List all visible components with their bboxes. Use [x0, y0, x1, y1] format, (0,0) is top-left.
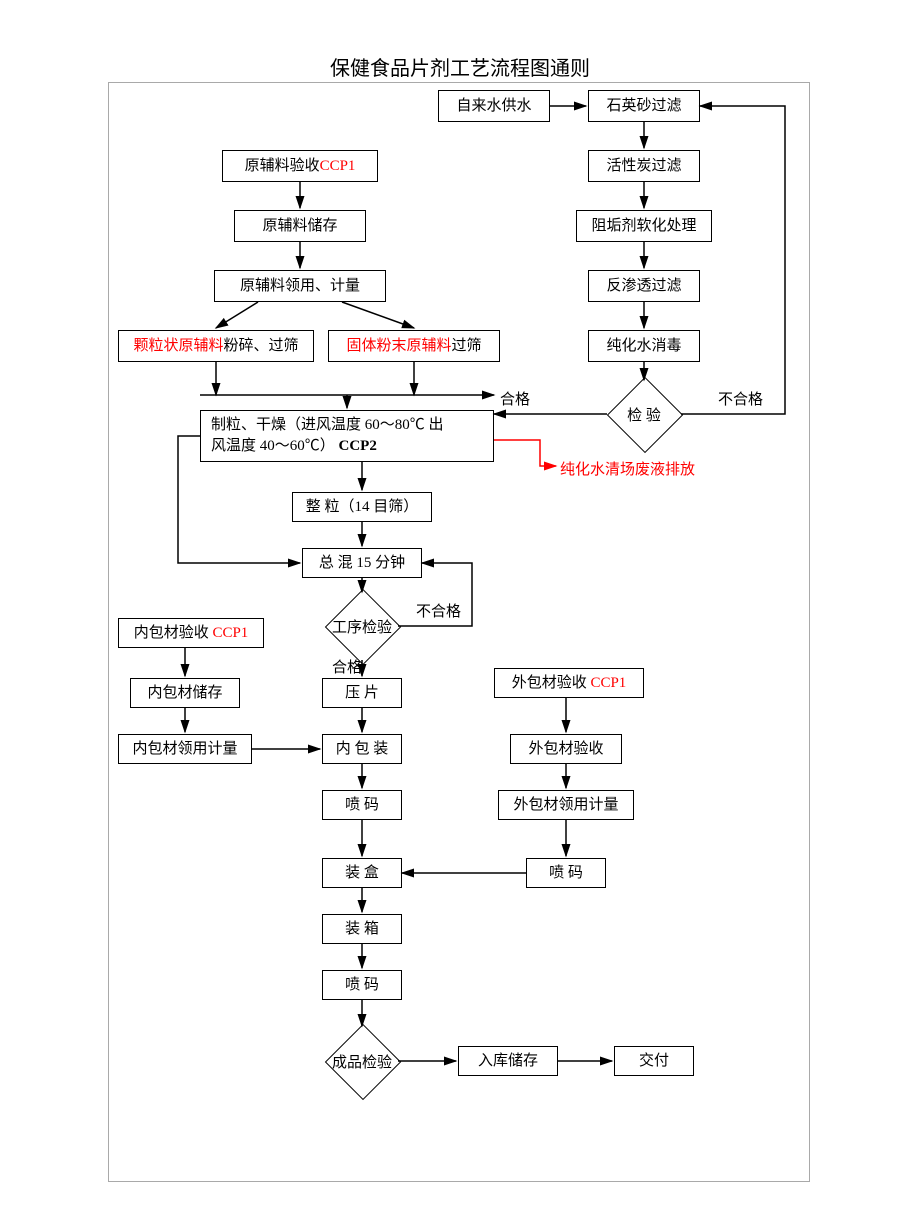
node-inpack-store: 内包材储存	[130, 678, 240, 708]
node-raw-use: 原辅料领用、计量	[214, 270, 386, 302]
page-title: 保健食品片剂工艺流程图通则	[0, 52, 920, 81]
crush-text: 粉碎、过筛	[224, 336, 299, 357]
node-inpack-recv: 内包材验收 CCP1	[118, 618, 264, 648]
node-outpack-store: 外包材验收	[510, 734, 622, 764]
diamond-water-label: 检 验	[604, 404, 684, 424]
node-crush: 颗粒状原辅料粉碎、过筛	[118, 330, 314, 362]
crush-red: 颗粒状原辅料	[133, 336, 223, 357]
gran-l2: 风温度 40～60℃）	[211, 438, 339, 454]
node-soften: 阻垢剂软化处理	[576, 210, 712, 242]
node-code1: 喷 码	[322, 790, 402, 820]
node-outpack-recv: 外包材验收 CCP1	[494, 668, 644, 698]
node-quartz: 石英砂过滤	[588, 90, 700, 122]
raw-recv-text: 原辅料验收	[245, 156, 320, 177]
node-outpack-code: 喷 码	[526, 858, 606, 888]
label-proc-fail: 不合格	[416, 600, 461, 621]
diamond-proc-label: 工序检验	[322, 616, 402, 636]
node-sieve: 固体粉末原辅料过筛	[328, 330, 500, 362]
node-boxing: 装 盒	[322, 858, 402, 888]
node-water-supply: 自来水供水	[438, 90, 550, 122]
node-sizing: 整 粒（14 目筛）	[292, 492, 432, 522]
ccp1-label: CCP1	[320, 156, 356, 177]
in-recv-ccp: CCP1	[212, 623, 248, 644]
ccp2-label: CCP2	[339, 438, 377, 454]
diamond-final-label: 成品检验	[322, 1051, 402, 1071]
node-outpack-use: 外包材领用计量	[498, 790, 634, 820]
sieve-text: 过筛	[452, 336, 482, 357]
node-ro: 反渗透过滤	[588, 270, 700, 302]
node-store: 入库储存	[458, 1046, 558, 1076]
label-water-pass: 合格	[500, 388, 530, 409]
node-press: 压 片	[322, 678, 402, 708]
out-recv-text: 外包材验收	[512, 673, 587, 694]
node-carbon: 活性炭过滤	[588, 150, 700, 182]
sieve-red: 固体粉末原辅料	[346, 336, 451, 357]
node-granulation: 制粒、干燥（进风温度 60～80℃ 出 风温度 40～60℃） CCP2	[200, 410, 494, 462]
in-recv-text: 内包材验收	[134, 623, 209, 644]
label-proc-pass: 合格	[332, 656, 362, 677]
node-inpack-use: 内包材领用计量	[118, 734, 252, 764]
node-raw-store: 原辅料储存	[234, 210, 366, 242]
node-inner-pack: 内 包 装	[322, 734, 402, 764]
out-recv-ccp: CCP1	[590, 673, 626, 694]
label-waste: 纯化水清场废液排放	[560, 458, 695, 479]
node-purify: 纯化水消毒	[588, 330, 700, 362]
node-raw-receive: 原辅料验收 CCP1	[222, 150, 378, 182]
label-water-fail: 不合格	[718, 388, 763, 409]
node-mixing: 总 混 15 分钟	[302, 548, 422, 578]
node-code2: 喷 码	[322, 970, 402, 1000]
gran-l1: 制粒、干燥（进风温度 60～80℃ 出	[211, 417, 444, 433]
node-deliver: 交付	[614, 1046, 694, 1076]
node-carton: 装 箱	[322, 914, 402, 944]
